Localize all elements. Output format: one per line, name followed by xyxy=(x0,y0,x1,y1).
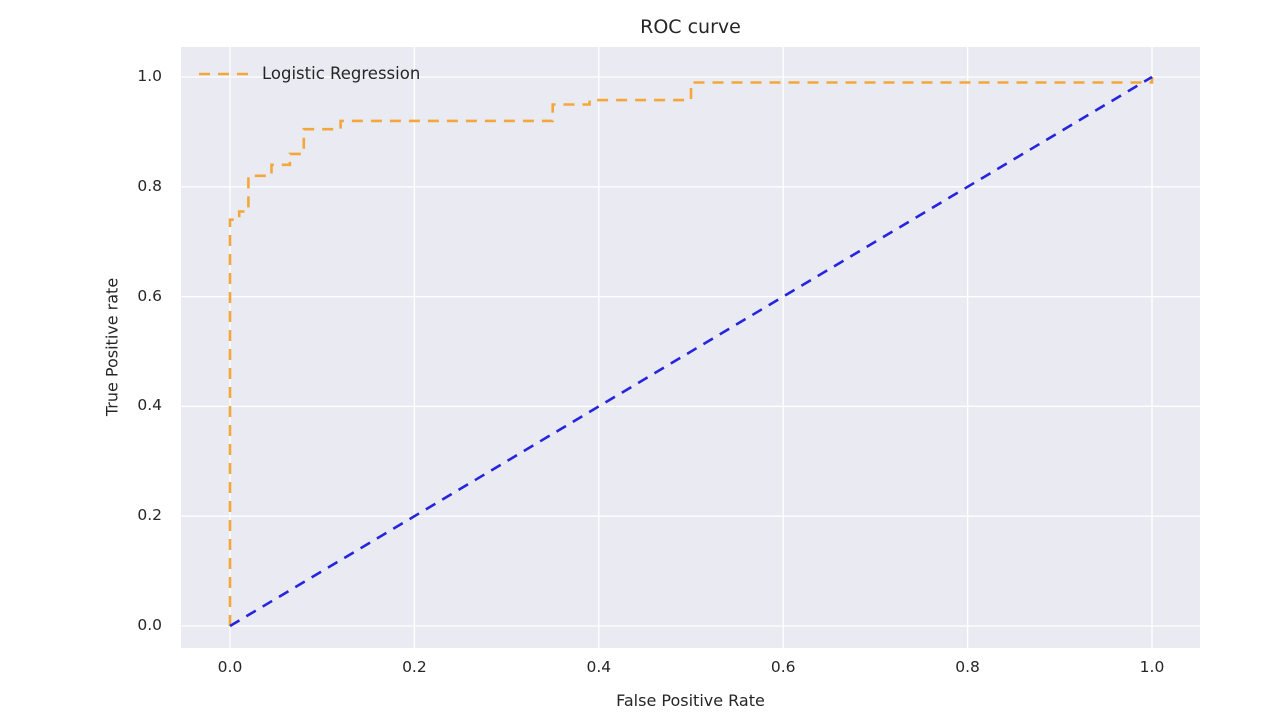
logistic-regression-roc-line xyxy=(228,77,1154,626)
plot-canvas xyxy=(181,47,1200,648)
legend: Logistic Regression xyxy=(199,64,420,83)
x-tick-label: 1.0 xyxy=(1139,658,1165,676)
x-tick-label: 0.0 xyxy=(217,658,243,676)
x-tick-label: 0.8 xyxy=(955,658,980,676)
y-tick-label: 0.2 xyxy=(137,506,162,525)
y-tick-label: 0.8 xyxy=(137,176,162,195)
plot-area: Logistic Regression xyxy=(181,47,1200,648)
y-tick-label: 0.0 xyxy=(137,616,162,634)
x-tick-label: 0.6 xyxy=(770,658,796,676)
legend-label: Logistic Regression xyxy=(262,64,421,83)
y-tick-label: 0.4 xyxy=(137,396,162,415)
legend-line-sample xyxy=(199,72,249,75)
y-tick-label: 1.0 xyxy=(137,67,162,85)
x-axis-label: False Positive Rate xyxy=(616,691,765,710)
chance-diagonal-line xyxy=(229,75,1153,628)
chart-title: ROC curve xyxy=(640,16,741,38)
y-tick-label: 0.6 xyxy=(137,286,162,305)
x-tick-label: 0.2 xyxy=(402,658,427,676)
x-tick-label: 0.4 xyxy=(586,658,612,676)
